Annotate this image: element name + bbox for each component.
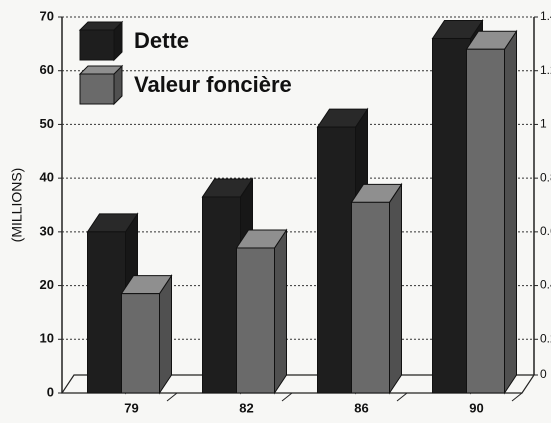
legend-label: Dette [134,28,189,53]
y2-tick-label: 0.6 [540,224,551,238]
y-axis-label: (MILLIONS) [9,168,25,243]
y2-tick-label: 0.4 [540,278,551,292]
x-tick-label: 82 [239,400,253,415]
y2-tick-label: 1.2 [540,63,551,77]
legend-swatch-top [78,21,124,31]
bar [432,37,471,394]
bar-side [504,29,517,395]
y-tick-label: 70 [40,8,54,23]
bar [202,196,241,394]
bar-side [389,182,402,395]
x-tick [281,392,293,402]
y-tick-label: 10 [40,331,54,346]
legend-swatch [79,73,115,105]
x-tick-label: 90 [469,400,483,415]
legend-swatch-top [78,65,124,75]
legend-swatch [79,29,115,61]
bar [236,247,275,394]
y2-tick-label: 1 [540,117,547,131]
x-tick-label: 79 [124,400,138,415]
y-tick-label: 0 [47,384,54,399]
bar [121,293,160,394]
bar-side [159,273,172,395]
y-tick-label: 50 [40,116,54,131]
bar [317,126,356,394]
y-tick-label: 40 [40,170,54,185]
bar [466,48,505,394]
bar [351,201,390,394]
y2-tick-label: 0 [540,367,547,381]
x-tick-label: 86 [354,400,368,415]
y-tick-label: 60 [40,62,54,77]
y-tick-label: 30 [40,223,54,238]
bar-side [274,228,287,395]
y2-tick-label: 0.2 [540,331,551,345]
y-tick-label: 20 [40,277,54,292]
x-tick [396,392,408,402]
y2-tick-label: 1.4 [540,9,551,23]
x-tick [166,392,178,402]
y2-tick-label: 0.8 [540,170,551,184]
legend-label: Valeur foncière [134,72,292,97]
bar [87,231,126,394]
x-tick [511,392,523,402]
